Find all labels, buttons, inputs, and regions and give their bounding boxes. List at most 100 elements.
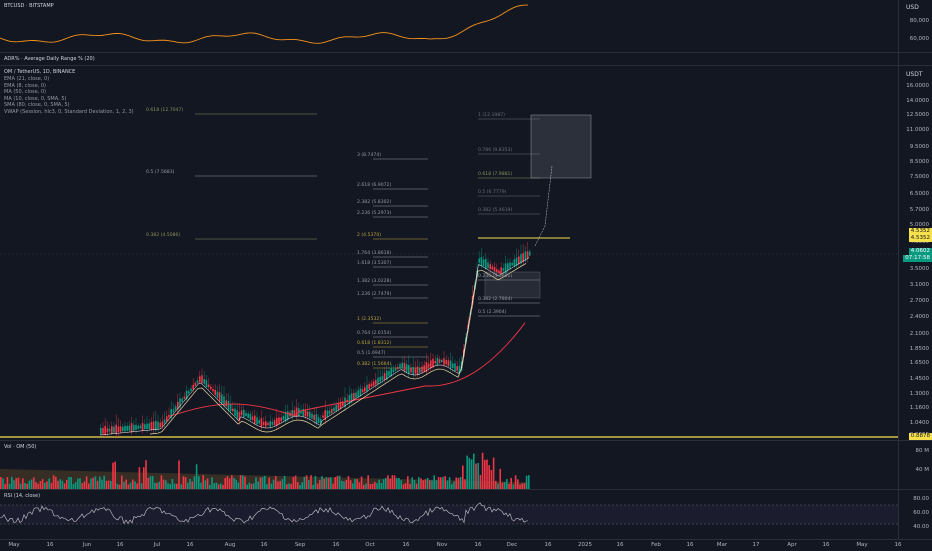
pane-separator[interactable]	[0, 65, 932, 66]
fib-level-label: 0.618 (7.9881)	[478, 172, 513, 177]
time-label: Jul	[153, 542, 161, 548]
fib-level-label: 0.382 (5.4619)	[478, 208, 513, 213]
fib-level-label: 1.618 (3.5307)	[357, 261, 392, 266]
volume-pane[interactable]: Vol · OM (50)	[0, 441, 898, 489]
price-tick: 1.6500	[909, 360, 929, 366]
main-price-axis[interactable]: 16.0000 14.0000 12.5000 11.0000 9.5000 8.5000…	[898, 66, 932, 440]
pane-separator[interactable]	[0, 440, 932, 441]
fib-level-label: 1 (2.3532)	[357, 317, 382, 322]
time-label: Mar	[716, 542, 728, 548]
price-tick: 2.7000	[909, 298, 929, 304]
fib-level-label: 0.382 (1.5664)	[357, 362, 392, 367]
volume-axis: 80 M 40 M	[898, 441, 932, 489]
time-label: Feb	[651, 542, 661, 548]
symbol-title[interactable]: OM / TetherUS, 1D, BINANCE	[4, 69, 76, 75]
price-tick: 3.5000	[909, 266, 929, 272]
price-tick: 1.8500	[909, 346, 929, 352]
time-label: Apr	[787, 542, 797, 548]
price-tick: 6.5000	[909, 191, 929, 197]
price-tick: 9.5000	[909, 144, 929, 150]
indicator-label[interactable]: EMA (8, close, 0)	[4, 82, 46, 89]
btc-price-axis[interactable]: 80,000 60,000	[898, 0, 932, 52]
rsi-pane[interactable]: RSI (14, close)	[0, 490, 898, 539]
time-label: 16	[402, 542, 410, 548]
fib-level-label: 0.786 (9.8353)	[478, 148, 513, 153]
fib-level-label: 0.382 (2.7804)	[478, 297, 513, 302]
price-chart	[0, 113, 898, 439]
price-badge: 4.5352	[908, 228, 932, 235]
ema-8-line	[99, 257, 530, 436]
time-label: 16	[186, 542, 194, 548]
time-label: 17	[752, 542, 760, 548]
fib-level-label: 2.236 (5.2973)	[357, 211, 392, 216]
time-label: May	[856, 542, 868, 548]
rsi-chart	[0, 502, 898, 525]
indicator-label[interactable]: EMA (21, close, 0)	[4, 76, 50, 82]
pane-separator[interactable]	[0, 489, 932, 490]
fib-level-label: 1.236 (2.7479)	[357, 292, 392, 297]
fib-level-label: 0.236 (3.3831)	[478, 274, 513, 279]
time-label: Jun	[82, 542, 92, 548]
price-tick: 2.1000	[909, 331, 929, 337]
indicator-label[interactable]: MA (50, close, 0)	[4, 89, 47, 95]
price-tick: 5.7000	[909, 207, 929, 213]
projection-box	[530, 114, 592, 179]
time-label: 16	[544, 542, 552, 548]
price-tick: 3.1000	[909, 282, 929, 288]
adr-pane-label: ADR% · Average Daily Range % (20)	[4, 56, 95, 62]
btc-tick: 60,000	[909, 36, 929, 42]
time-axis[interactable]: May 16 Jun 16 Jul 16 Aug 16 Sep 16 Oct 16 Nov 16 Dec 16…	[0, 539, 932, 551]
price-tick: 11.0000	[906, 127, 929, 133]
price-tick: 12.5000	[906, 112, 929, 118]
time-label: 16	[616, 542, 624, 548]
price-badge: 4.0602	[908, 248, 932, 255]
price-tick: 14.0000	[906, 98, 929, 104]
time-label: Dec	[506, 542, 518, 548]
time-label: May	[8, 542, 20, 548]
fib-level-label: 3 (8.7474)	[357, 153, 382, 158]
btc-currency: USD	[906, 4, 919, 11]
price-tick: 5.0000	[909, 222, 929, 228]
fib-level-label: 0.618 (12.7047)	[146, 108, 184, 113]
btc-compare-pane[interactable]: BTCUSD · BITSTAMP	[0, 0, 898, 52]
fib-level-label: 2 (4.5370)	[357, 233, 382, 238]
price-tick: 1.4500	[909, 376, 929, 382]
fib-level-label: 0.5 (1.6947)	[357, 351, 386, 356]
main-price-pane[interactable]: OM / TetherUS, 1D, BINANCE EMA (21, clos…	[0, 66, 898, 440]
price-tick: 1.3000	[909, 391, 929, 397]
price-tick: 8.5000	[909, 159, 929, 165]
time-label: 16	[686, 542, 694, 548]
fib-level-label: 1.764 (3.8618)	[357, 251, 392, 256]
time-label: 16	[260, 542, 268, 548]
price-tick: 1.0400	[909, 420, 929, 426]
indicator-label[interactable]: SMA (80, close, 0, SMA, 5)	[4, 102, 70, 108]
projection-path	[534, 165, 553, 247]
time-label: Nov	[436, 542, 448, 548]
ema-21-line	[149, 263, 527, 435]
rsi-axis: 80.00 60.00 40.00	[898, 490, 932, 539]
fib-level-label: 1.382 (3.0228)	[357, 279, 392, 284]
rsi-tick: 60.00	[913, 510, 929, 516]
time-label: Aug	[224, 542, 236, 548]
price-tick: 4.3000	[909, 239, 929, 245]
price-badge: 4.5352	[908, 235, 932, 242]
adr-pane[interactable]: ADR% · Average Daily Range % (20)	[0, 53, 898, 65]
price-tick: 1.1600	[909, 405, 929, 411]
main-currency: USDT	[906, 71, 923, 78]
price-tick: 16.0000	[906, 83, 929, 89]
price-badge: 07:17:58	[903, 255, 932, 262]
time-label: 16	[822, 542, 830, 548]
indicator-label[interactable]: VWAP (Session, hlc3, 0, Standard Deviati…	[4, 108, 134, 115]
fib-level-label: 0.382 (4.5086)	[146, 233, 181, 238]
fib-level-label: 0.5 (2.3904)	[478, 310, 507, 315]
sma-80-line	[169, 322, 526, 417]
time-label: 16	[474, 542, 482, 548]
indicator-label[interactable]: MA (10, close, 0, SMA, 5)	[4, 95, 67, 102]
time-label: 16	[894, 542, 902, 548]
adr-axis	[898, 53, 932, 65]
pane-separator[interactable]	[0, 52, 932, 53]
btc-tick: 80,000	[909, 18, 929, 24]
fib-level-label: 1 (12.1987)	[478, 113, 505, 118]
fib-level-label: 0.5 (7.5683)	[146, 170, 175, 175]
rsi-tick: 80.00	[913, 496, 929, 502]
